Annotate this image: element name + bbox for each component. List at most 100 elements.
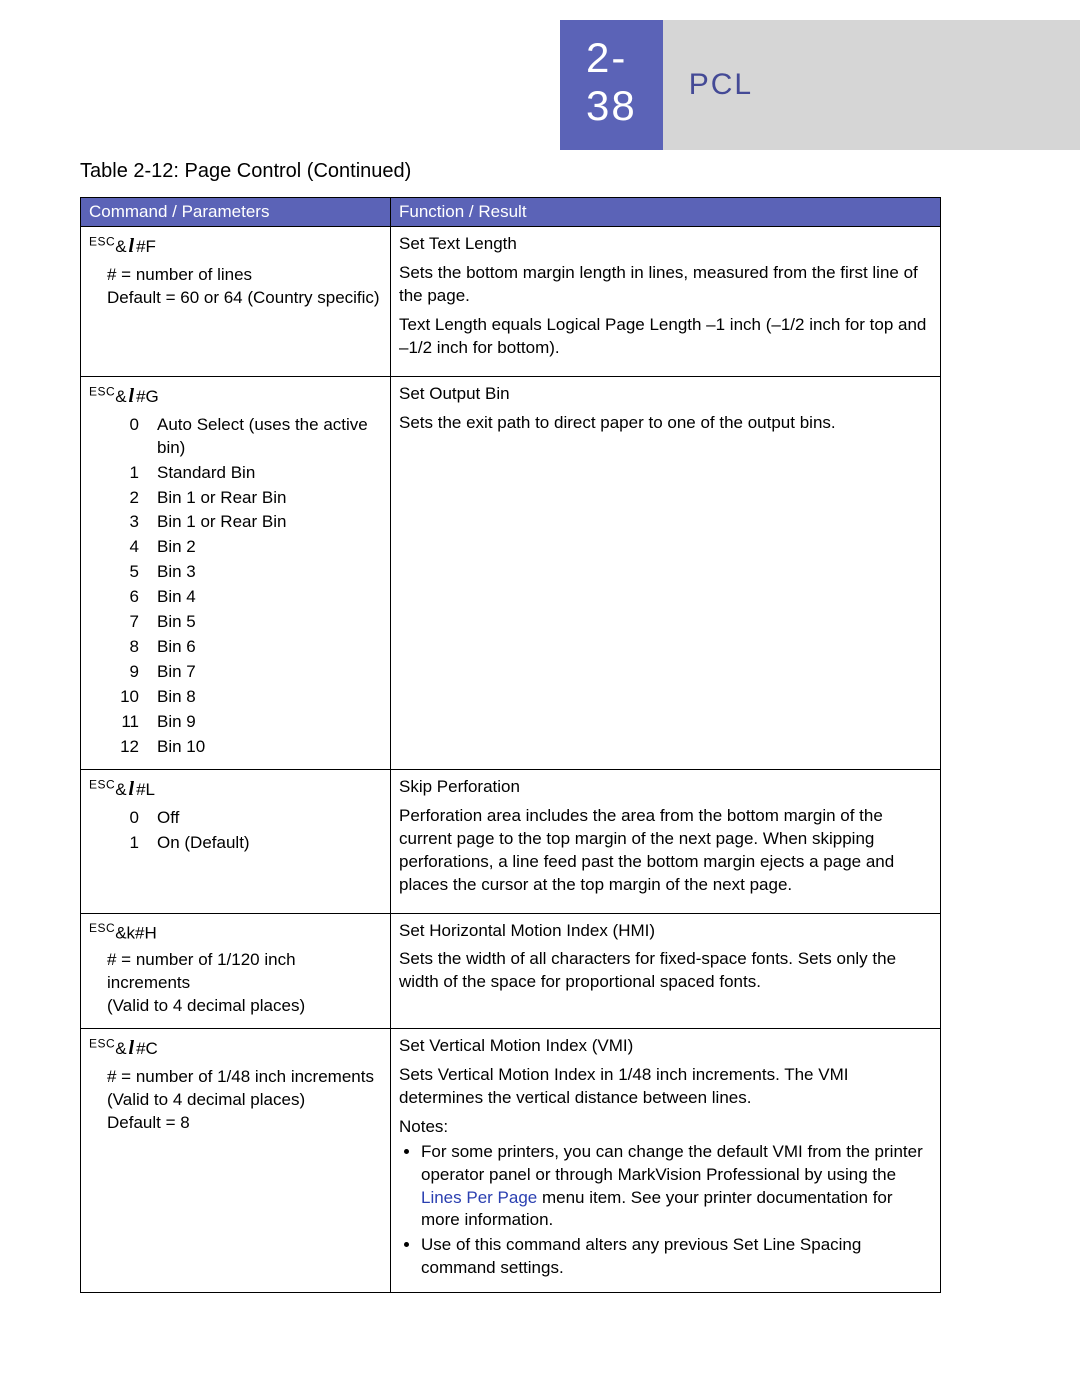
param-key: 1 [107,832,139,855]
note-text: For some printers, you can change the de… [421,1142,923,1184]
param-line: Default = 8 [89,1112,382,1135]
param-val: Standard Bin [157,462,382,485]
cmd-body: &k#H [115,923,157,942]
command-code: ESC&l#F [89,233,382,260]
param-val: Bin 2 [157,536,382,559]
table-row: ESC&l#G 0 Auto Select (uses the active bi… [81,376,941,769]
function-para: Perforation area includes the area from … [399,805,932,897]
param-key: 2 [107,487,139,510]
esc-prefix: ESC [89,777,115,791]
note-text: Use of this command alters any previous … [421,1235,861,1277]
command-code: ESC&k#H [89,920,382,946]
param-val: On (Default) [157,832,382,855]
function-para: Sets the exit path to direct paper to on… [399,412,932,435]
cell-function: Set Text Length Sets the bottom margin l… [391,227,941,377]
function-para: Sets the bottom margin length in lines, … [399,262,932,308]
col-header-function: Function / Result [391,198,941,227]
cmd-body: & [115,1039,126,1058]
cmd-suffix: #C [136,1039,158,1058]
cmd-script: l [127,235,137,257]
param-list: 0 Off 1 On (Default) [89,807,382,855]
param-val: Bin 1 or Rear Bin [157,511,382,534]
param-key: 8 [107,636,139,659]
param-line: Default = 60 or 64 (Country specific) [89,287,382,310]
param-val: Auto Select (uses the active bin) [157,414,382,460]
function-para: Sets Vertical Motion Index in 1/48 inch … [399,1064,932,1110]
function-para: Sets the width of all characters for fix… [399,948,932,994]
cell-command: ESC&k#H # = number of 1/120 inch increme… [81,913,391,1028]
param-val: Bin 4 [157,586,382,609]
cell-command: ESC&l#C # = number of 1/48 inch incremen… [81,1028,391,1292]
page-number-badge: 2-38 [560,20,663,150]
cmd-body: & [115,780,126,799]
notes-list: For some printers, you can change the de… [399,1141,932,1281]
param-val: Bin 10 [157,736,382,759]
menu-item-link[interactable]: Lines Per Page [421,1188,537,1207]
cell-function: Set Horizontal Motion Index (HMI) Sets t… [391,913,941,1028]
table-caption: Table 2-12: Page Control (Continued) [80,160,940,183]
command-code: ESC&l#L [89,776,382,803]
cell-command: ESC&l#F # = number of lines Default = 60… [81,227,391,377]
cmd-body: & [115,237,126,256]
note-item: For some printers, you can change the de… [421,1141,932,1233]
esc-prefix: ESC [89,1036,115,1050]
param-key: 12 [107,736,139,759]
function-title: Set Output Bin [399,383,932,406]
table-row: ESC&k#H # = number of 1/120 inch increme… [81,913,941,1028]
cell-function: Skip Perforation Perforation area includ… [391,769,941,913]
param-key: 3 [107,511,139,534]
param-val: Bin 6 [157,636,382,659]
esc-prefix: ESC [89,384,115,398]
param-key: 4 [107,536,139,559]
param-val: Bin 9 [157,711,382,734]
page-control-table: Command / Parameters Function / Result E… [80,197,941,1293]
param-line: (Valid to 4 decimal places) [89,1089,382,1112]
function-title: Set Text Length [399,233,932,256]
table-header-row: Command / Parameters Function / Result [81,198,941,227]
function-title: Set Vertical Motion Index (VMI) [399,1035,932,1058]
param-key: 0 [107,414,139,460]
param-val: Bin 3 [157,561,382,584]
cell-function: Set Vertical Motion Index (VMI) Sets Ver… [391,1028,941,1292]
param-line: # = number of 1/120 inch increments [89,949,382,995]
param-key: 6 [107,586,139,609]
command-code: ESC&l#G [89,383,382,410]
param-val: Off [157,807,382,830]
esc-prefix: ESC [89,921,115,935]
cell-function: Set Output Bin Sets the exit path to dir… [391,376,941,769]
content-area: Table 2-12: Page Control (Continued) Com… [80,160,940,1293]
param-line: # = number of lines [89,264,382,287]
cmd-suffix: #F [136,237,156,256]
param-key: 7 [107,611,139,634]
param-key: 1 [107,462,139,485]
cmd-body: & [115,387,126,406]
param-val: Bin 1 or Rear Bin [157,487,382,510]
cell-command: ESC&l#G 0 Auto Select (uses the active bi… [81,376,391,769]
cmd-suffix: #G [136,387,159,406]
param-key: 11 [107,711,139,734]
param-val: Bin 8 [157,686,382,709]
param-key: 10 [107,686,139,709]
table-row: ESC&l#L 0 Off 1 On (Default) Skip Perforat… [81,769,941,913]
param-line: # = number of 1/48 inch increments [89,1066,382,1089]
section-badge: PCL [663,20,1080,150]
esc-prefix: ESC [89,234,115,248]
cmd-script: l [127,778,137,800]
table-row: ESC&l#C # = number of 1/48 inch incremen… [81,1028,941,1292]
col-header-command: Command / Parameters [81,198,391,227]
param-key: 0 [107,807,139,830]
table-row: ESC&l#F # = number of lines Default = 60… [81,227,941,377]
function-para: Text Length equals Logical Page Length –… [399,314,932,360]
param-list: 0 Auto Select (uses the active bin) 1 Stan… [89,414,382,759]
function-title: Skip Perforation [399,776,932,799]
param-key: 9 [107,661,139,684]
cmd-suffix: #L [136,780,155,799]
page: 2-38 PCL Table 2-12: Page Control (Conti… [0,0,1080,1397]
cell-command: ESC&l#L 0 Off 1 On (Default) [81,769,391,913]
page-header: 2-38 PCL [560,20,1080,150]
param-key: 5 [107,561,139,584]
cmd-script: l [127,1037,137,1059]
function-title: Set Horizontal Motion Index (HMI) [399,920,932,943]
command-code: ESC&l#C [89,1035,382,1062]
note-item: Use of this command alters any previous … [421,1234,932,1280]
